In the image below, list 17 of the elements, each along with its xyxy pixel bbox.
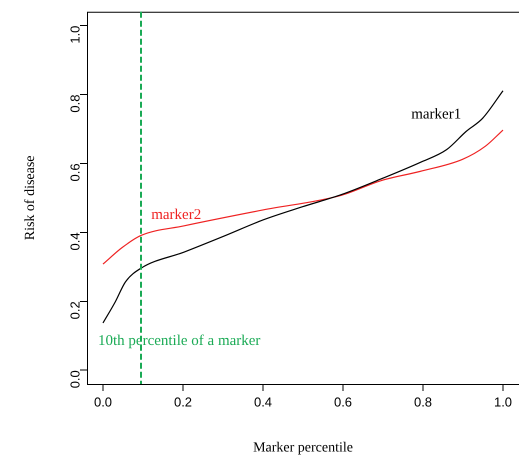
x-tick-label: 0.0 <box>94 394 112 410</box>
y-tick-label: 0.0 <box>68 370 83 388</box>
series-label: marker1 <box>411 106 462 122</box>
x-tick-label: 0.8 <box>414 394 432 410</box>
x-axis-title: Marker percentile <box>253 440 353 456</box>
series-label: marker2 <box>151 206 202 223</box>
y-tick-label: 1.0 <box>68 26 83 44</box>
y-tick-label: 0.4 <box>68 232 83 250</box>
y-tick-label: 0.8 <box>68 94 83 113</box>
ref-line-label: 10th percentile of a marker <box>98 332 260 349</box>
y-axis-title: Risk of disease <box>23 156 38 240</box>
x-tick-label: 0.2 <box>174 394 192 410</box>
x-tick-label: 0.6 <box>334 394 352 410</box>
x-tick-label: 0.4 <box>254 394 272 410</box>
y-tick-label: 0.2 <box>68 301 83 320</box>
x-tick-label: 1.0 <box>494 394 512 410</box>
y-tick-label: 0.6 <box>68 163 83 182</box>
